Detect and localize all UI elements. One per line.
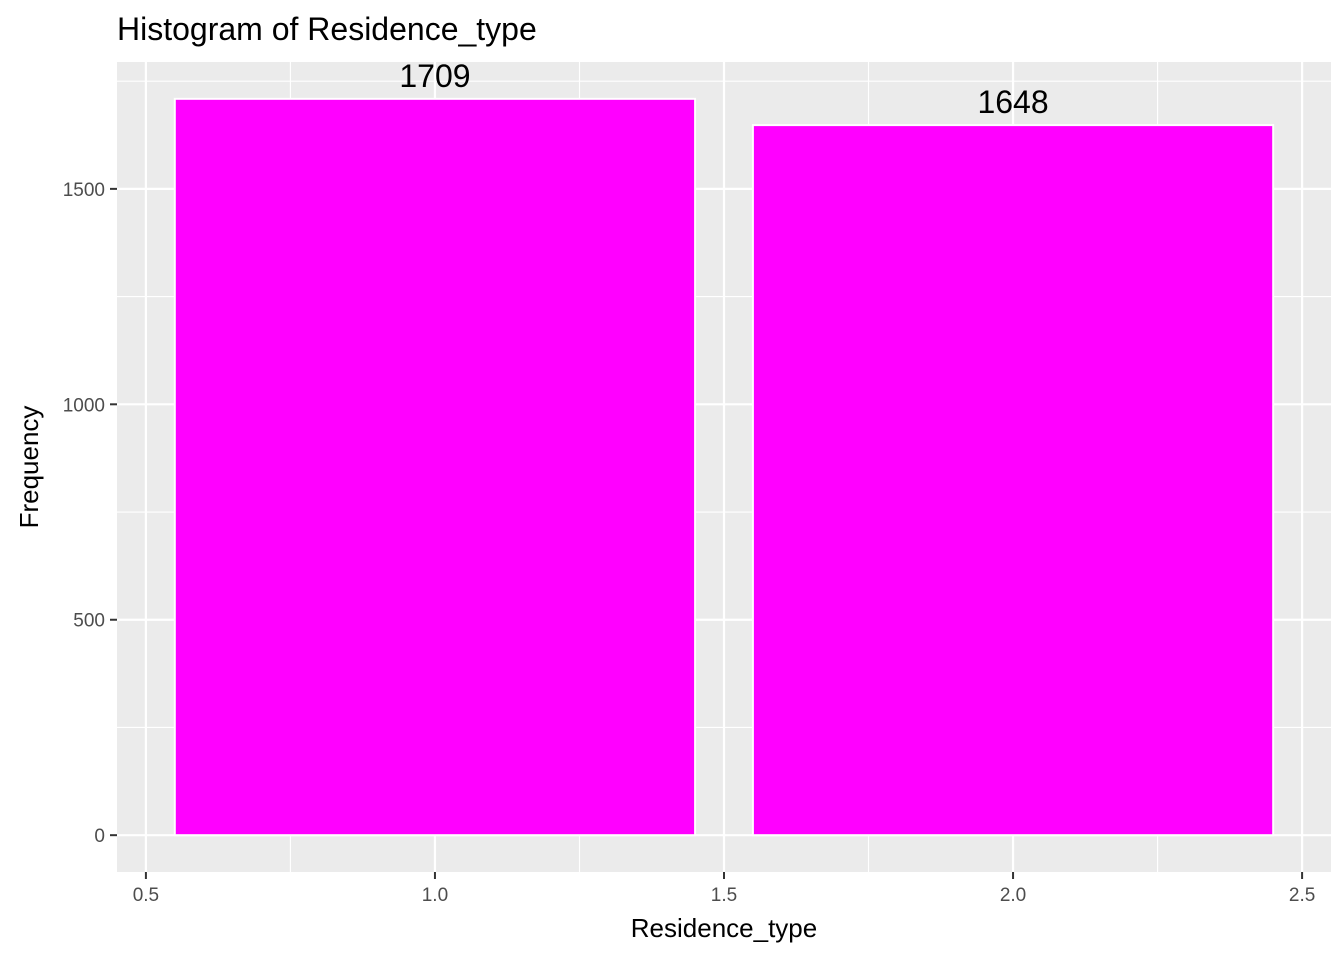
y-tick-label: 1000 xyxy=(63,395,105,416)
y-tick-label: 500 xyxy=(73,611,105,632)
bars xyxy=(173,97,1275,837)
y-tick-label: 0 xyxy=(94,826,105,847)
x-tick-label: 2.5 xyxy=(1289,885,1315,906)
y-axis: 0 500 1000 1500 xyxy=(63,180,117,847)
x-axis-title: Residence_type xyxy=(631,913,817,943)
y-axis-title: Frequency xyxy=(14,406,44,529)
x-tick-label: 2.0 xyxy=(1000,885,1026,906)
y-tick-label: 1500 xyxy=(63,180,105,201)
bar xyxy=(173,97,697,837)
x-tick-label: 0.5 xyxy=(133,885,159,906)
bar-value-label: 1709 xyxy=(399,58,470,94)
x-tick-label: 1.5 xyxy=(711,885,737,906)
x-tick-label: 1.0 xyxy=(422,885,448,906)
bar-value-label: 1648 xyxy=(977,84,1048,120)
bar xyxy=(751,124,1275,837)
x-axis: 0.5 1.0 1.5 2.0 2.5 xyxy=(133,872,1315,906)
data-labels: 1709 1648 xyxy=(399,58,1048,120)
chart-title: Histogram of Residence_type xyxy=(117,11,537,47)
